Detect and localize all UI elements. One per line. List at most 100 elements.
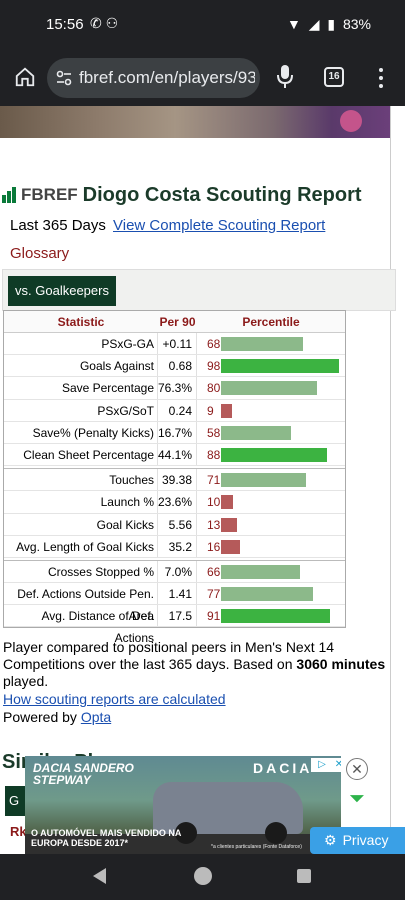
percentile-value: 9 [207,403,214,418]
ad-funnel-icon[interactable]: ⏷ [349,788,365,810]
close-ad-icon[interactable]: ✕ [346,758,368,780]
percentile-bar [221,564,301,579]
stat-name[interactable]: Avg. Length of Goal Kicks [4,535,158,557]
table-row: Save% (Penalty Kicks) 16.7% 58 [4,421,345,444]
how-calculated-link[interactable]: How scouting reports are calculated [3,691,226,707]
stat-name[interactable]: Goal Kicks [4,513,158,535]
percentile-value: 77 [207,587,221,602]
stat-name[interactable]: Save Percentage [4,377,158,399]
web-page: FBREF Diogo Costa Scouting Report Last 3… [0,106,405,854]
percentile-bar [221,517,237,532]
privacy-label: Privacy [342,832,389,848]
percentile-cell: 9 [197,400,345,421]
fbref-logo-icon [2,187,20,203]
back-icon[interactable] [93,868,106,884]
status-bar: 15:56 ✆ ⚇ ▼ ◢ ▮ 83% [0,0,405,50]
stat-per90: 44.1% [158,443,197,466]
percentile-value: 91 [207,609,221,624]
note-text: Player compared to positional peers in M… [3,639,335,672]
page-title: Diogo Costa Scouting Report [82,183,362,206]
table-row: Clean Sheet Percentage 44.1% 88 [4,443,345,467]
table-row: Goal Kicks 5.56 13 [4,513,345,536]
header-banner-image [0,106,390,138]
percentile-value: 66 [207,564,221,579]
percentile-value: 13 [207,517,221,532]
stat-name[interactable]: Launch % [4,491,158,513]
scouting-table: Statistic Per 90 Percentile PSxG-GA +0.11… [3,310,346,645]
glossary-link[interactable]: Glossary [10,245,70,262]
table-row: Def. Actions Outside Pen. Area 1.41 77 [4,583,345,623]
clock: 15:56 [46,16,84,33]
period-label: Last 365 Days [10,217,106,234]
stat-per90: 17.5 [158,605,197,627]
percentile-value: 88 [207,447,221,462]
percentile-cell: 77 [197,583,345,604]
percentile-bar [221,337,303,351]
percentile-value: 71 [207,473,221,488]
percentile-cell: 71 [197,469,345,490]
privacy-button[interactable]: ⚙ Privacy [310,827,405,854]
stat-per90: +0.11 [158,333,197,355]
vs-goalkeepers-button[interactable]: vs. Goalkeepers [8,276,116,306]
section-divider [4,558,345,561]
percentile-bar [221,447,327,462]
full-report-link[interactable]: View Complete Scouting Report [113,217,326,234]
percentile-bar [221,381,317,396]
table-row: Launch % 23.6% 10 [4,491,345,514]
home-nav-icon[interactable] [194,867,212,885]
stat-name[interactable]: Goals Against [4,355,158,377]
ad-fine-print: *a clientes particulares (Fonte Dataforc… [211,844,302,850]
section-divider [4,466,345,470]
stat-name[interactable]: Crosses Stopped % [4,560,158,583]
stat-name[interactable]: PSxG/SoT [4,399,158,421]
powered-by-text: Powered by [3,709,81,725]
microphone-icon[interactable] [276,64,294,90]
opta-link[interactable]: Opta [80,709,112,725]
wifi-icon: ▼ [286,16,301,32]
rank-column-header: Rk [10,824,27,839]
ad-road [25,834,341,854]
gear-icon: ⚙ [324,832,337,848]
url-text[interactable]: fbref.com/en/players/93 [79,68,255,87]
stat-per90: 39.38 [158,469,197,491]
percentile-cell: 88 [197,444,345,465]
similar-filter-button[interactable]: G [5,786,27,816]
address-bar[interactable]: fbref.com/en/players/93 [47,58,260,98]
stat-name[interactable]: PSxG-GA [4,333,158,355]
signal-icon: ◢ [308,16,320,32]
fbref-logo[interactable]: FBREF [2,185,78,205]
site-settings-icon[interactable] [55,69,73,87]
table-row: Avg. Length of Goal Kicks 35.2 16 [4,535,345,558]
ad-brand-logo[interactable]: DACIA [253,760,313,776]
ad-headline[interactable]: DACIA SANDERO STEPWAY [33,761,134,787]
home-icon[interactable] [14,66,36,88]
advertisement[interactable]: DACIA SANDERO STEPWAY DACIA ▷ ✕ O AUTOMÓ… [25,756,341,854]
browser-toolbar: fbref.com/en/players/93 16 [0,50,405,106]
stat-name[interactable]: Avg. Distance of Def. Actions [4,605,158,645]
percentile-cell: 66 [197,561,345,582]
recents-icon[interactable] [297,869,311,883]
percentile-value: 10 [207,495,221,510]
table-row: Goals Against 0.68 98 [4,355,345,378]
stat-name[interactable]: Def. Actions Outside Pen. Area [4,583,158,623]
ad-car-wheel [265,822,287,844]
adchoices-icon[interactable]: ▷ [311,758,333,772]
ad-slogan: O AUTOMÓVEL MAIS VENDIDO NA EUROPA DESDE… [31,828,182,848]
stat-name[interactable]: Touches [4,469,158,491]
comparison-note: Player compared to positional peers in M… [3,639,388,690]
stat-per90: 76.3% [158,377,197,399]
header-per90[interactable]: Per 90 [159,315,196,329]
ad-car-wheel [175,822,197,844]
page-edge [390,106,391,854]
browser-menu-icon[interactable] [378,68,384,88]
header-statistic[interactable]: Statistic [57,315,105,329]
header-percentile[interactable]: Percentile [242,315,300,329]
percentile-bar [221,359,339,374]
ad-x-icon[interactable]: ✕ [333,758,341,772]
tab-switcher-button[interactable]: 16 [324,67,344,87]
note-minutes: 3060 minutes [296,656,386,672]
percentile-cell: 16 [197,536,345,557]
stat-name[interactable]: Clean Sheet Percentage [4,443,158,466]
logo-text: FBREF [21,185,78,204]
stat-name[interactable]: Save% (Penalty Kicks) [4,421,158,443]
